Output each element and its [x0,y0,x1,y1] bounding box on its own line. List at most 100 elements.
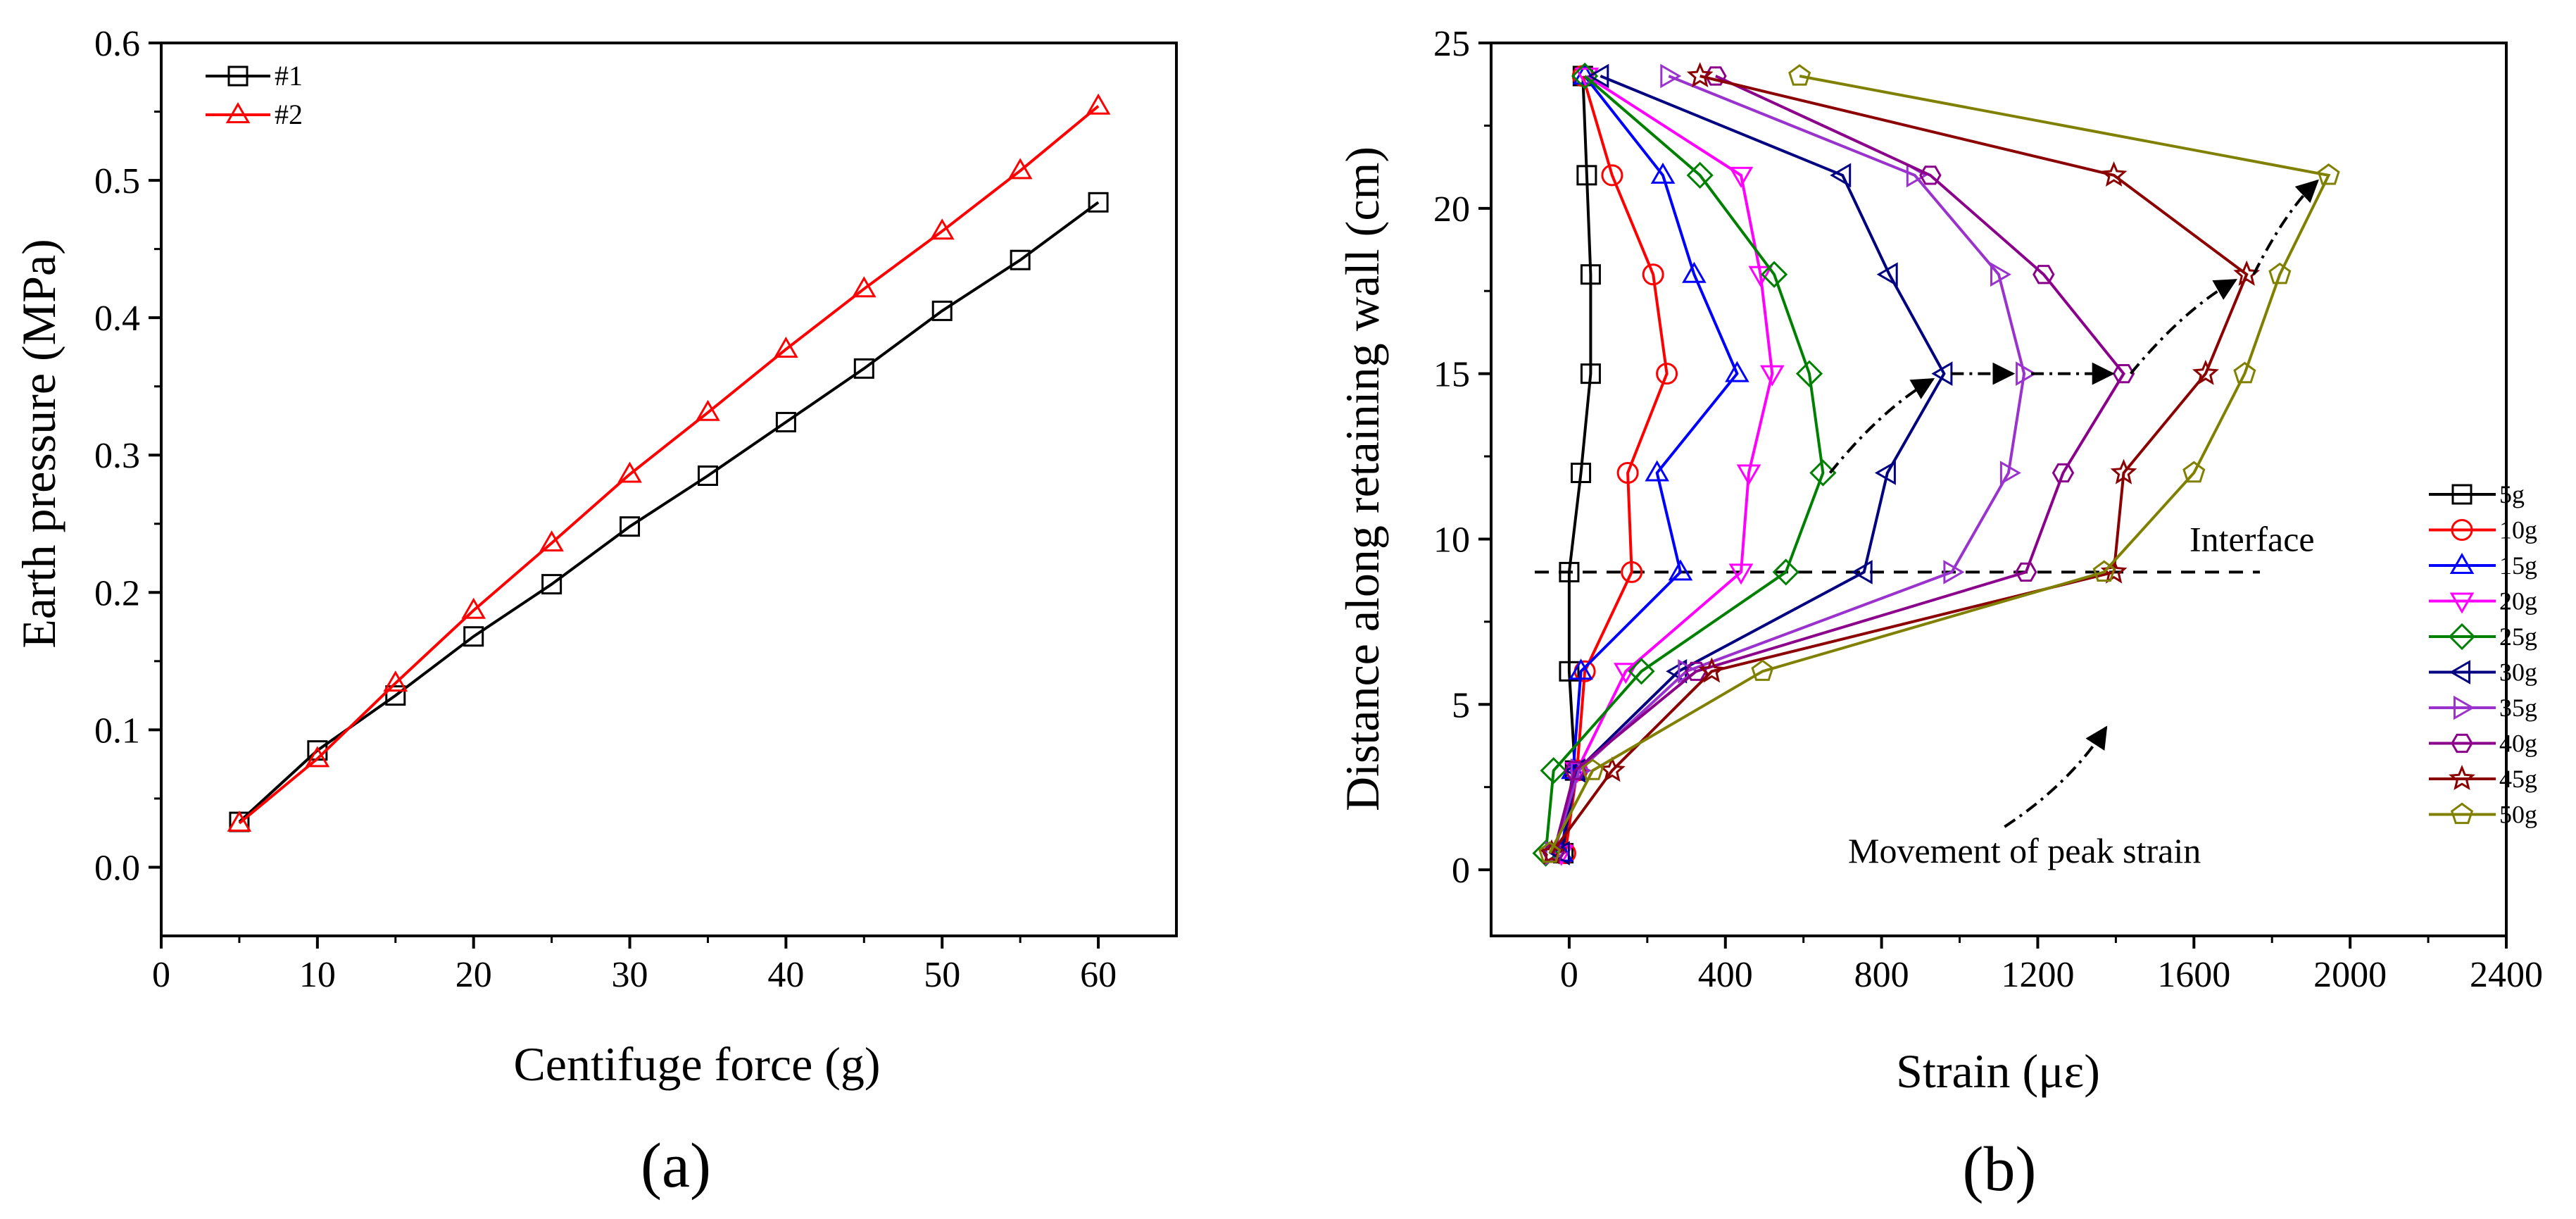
data-point [1772,558,1799,586]
data-point [2032,265,2055,285]
legend-marker [2449,592,2475,614]
chart-a-ytick-label: 0.3 [94,436,140,476]
data-point [461,597,486,619]
series-line-45g [1550,75,2249,854]
legend-marker [2451,484,2473,505]
chart-b-ylabel: Distance along retaining wall (cm) [1336,146,1389,811]
chart-b-xtick-label: 0 [1560,955,1578,995]
data-point [1698,657,1726,683]
chart-b-xtick-label: 800 [1854,955,1909,995]
chart-a-xtick-label: 50 [924,955,960,995]
data-point [1088,192,1109,213]
chart-b-xtick-label: 2400 [2470,955,2543,995]
data-point [697,465,718,486]
data-point [1851,560,1873,585]
legend-marker [227,65,249,87]
data-point [1010,249,1031,270]
series-line-30g [1559,75,1946,854]
series-line-15g [1559,75,1739,854]
data-point [2016,361,2037,387]
data-point [1564,761,1586,780]
legend-label: 50g [2499,801,2537,829]
data-point [1645,460,1669,482]
legend-label: #1 [275,60,303,92]
data-point [1642,263,1664,286]
data-point [1559,561,1580,582]
chart-a-ytick-label: 0.6 [94,24,140,64]
data-point [1616,462,1639,485]
data-point [1919,165,1942,185]
data-point [1788,64,1811,86]
legend-marker [2449,552,2475,574]
series-line-5g [1562,75,1592,854]
data-point [1601,164,1623,187]
data-point [1748,265,1773,287]
chart-a-ytick-label: 0.4 [94,299,140,339]
data-point [1728,563,1754,585]
chart-a-xlabel: Centifuge force (g) [513,1037,880,1091]
data-point [1751,659,1774,681]
data-point [2110,458,2137,485]
chart-b-ytick-label: 5 [1452,685,1470,725]
chart-b-legend: 5g 10g 15g 20g 25g 30g 35g 40g 45g 50g [2429,480,2537,829]
legend-label: 15g [2499,551,2537,580]
legend-label: 20g [2499,587,2537,615]
series-line-50g [1548,75,2331,854]
chart-a-xtick-label: 40 [767,955,804,995]
data-point [2182,461,2206,483]
data-point [1650,162,1676,184]
data-point [931,300,953,321]
data-point [1682,261,1707,283]
data-point [2100,161,2128,187]
chart-b-ytick-label: 10 [1433,520,1470,560]
legend-marker [2448,623,2476,651]
legend-label: #2 [275,99,303,130]
legend-label: 25g [2499,623,2537,651]
series-line-25g [1544,75,1825,854]
legend-label: 30g [2499,658,2537,687]
chart-b-xtick-label: 2000 [2313,955,2387,995]
data-point [227,810,252,832]
peak-movement-arrow [2252,179,2319,275]
data-point [1621,561,1643,583]
chart-a-ytick-label: 0.0 [94,848,140,888]
data-point [1581,758,1604,780]
data-point [1569,658,1593,680]
legend-label: 5g [2499,480,2525,508]
data-point [1728,166,1754,188]
chart-a-ytick-label: 0.1 [94,711,140,751]
chart-b-plot-frame [1490,42,2508,937]
data-point [1686,62,1714,88]
chart-a-xtick-label: 10 [299,955,336,995]
data-point [1830,163,1852,188]
data-point [1540,757,1567,784]
movement-arrow [2004,725,2108,828]
data-point [463,626,484,647]
data-point [1990,262,2011,287]
data-point [1588,63,1609,89]
data-point [541,574,563,595]
data-point [305,746,330,768]
chart-a: 0 10 20 30 40 50 600.00.10.20.30.40.50.6 #1#2 … [12,24,1178,1201]
data-point [620,516,641,537]
data-point [1725,361,1749,382]
chart-b-ytick-label: 20 [1433,189,1470,230]
chart-a-xtick-label: 30 [612,955,648,995]
data-point [1580,363,1601,385]
chart-b-xlabel: Strain (με) [1896,1044,2100,1098]
data-point [1559,661,1580,682]
series-line-20g [1559,75,1774,854]
legend-marker [225,101,251,123]
data-point [1736,464,1761,486]
legend-marker [2449,765,2475,791]
data-point [1580,264,1601,285]
chart-a-xtick-label: 0 [152,955,170,995]
chart-b-ytick-label: 15 [1433,355,1470,395]
data-point [1538,841,1562,863]
panel-label-a: (a) [641,1131,711,1201]
data-point [385,685,406,706]
chart-a-ytick-label: 0.5 [94,161,140,201]
chart-a-ytick-label: 0.2 [94,573,140,613]
movement-label: Movement of peak strain [1848,831,2201,870]
